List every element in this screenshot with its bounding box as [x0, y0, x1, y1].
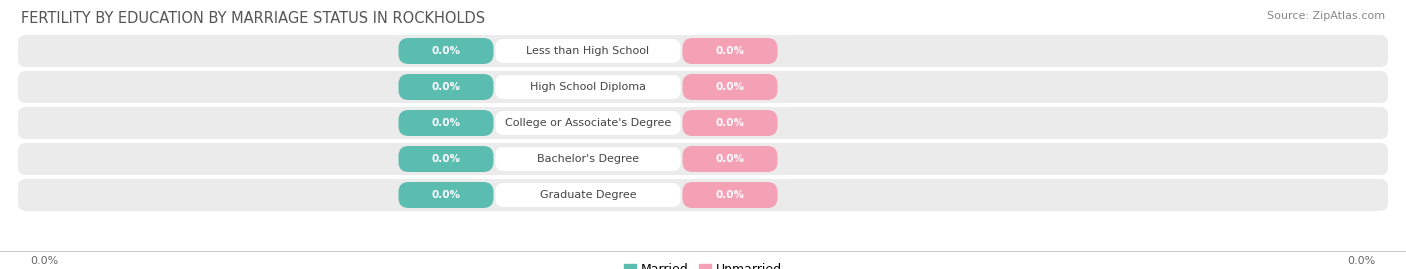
FancyBboxPatch shape: [18, 35, 1388, 67]
Text: Less than High School: Less than High School: [526, 46, 650, 56]
Text: Source: ZipAtlas.com: Source: ZipAtlas.com: [1267, 11, 1385, 21]
FancyBboxPatch shape: [682, 110, 778, 136]
FancyBboxPatch shape: [682, 182, 778, 208]
Text: 0.0%: 0.0%: [432, 46, 461, 56]
Text: 0.0%: 0.0%: [716, 190, 745, 200]
Text: Bachelor's Degree: Bachelor's Degree: [537, 154, 640, 164]
FancyBboxPatch shape: [18, 71, 1388, 103]
FancyBboxPatch shape: [18, 107, 1388, 139]
Text: 0.0%: 0.0%: [432, 154, 461, 164]
FancyBboxPatch shape: [398, 38, 494, 64]
FancyBboxPatch shape: [18, 179, 1388, 211]
Text: Graduate Degree: Graduate Degree: [540, 190, 637, 200]
Text: 0.0%: 0.0%: [1348, 256, 1376, 266]
Text: 0.0%: 0.0%: [30, 256, 58, 266]
Text: 0.0%: 0.0%: [716, 46, 745, 56]
Text: 0.0%: 0.0%: [716, 118, 745, 128]
FancyBboxPatch shape: [18, 143, 1388, 175]
FancyBboxPatch shape: [682, 146, 778, 172]
Text: College or Associate's Degree: College or Associate's Degree: [505, 118, 671, 128]
FancyBboxPatch shape: [495, 75, 681, 99]
FancyBboxPatch shape: [398, 110, 494, 136]
Text: 0.0%: 0.0%: [432, 118, 461, 128]
FancyBboxPatch shape: [495, 111, 681, 135]
FancyBboxPatch shape: [398, 146, 494, 172]
FancyBboxPatch shape: [398, 74, 494, 100]
Text: 0.0%: 0.0%: [716, 82, 745, 92]
FancyBboxPatch shape: [682, 74, 778, 100]
FancyBboxPatch shape: [495, 39, 681, 63]
FancyBboxPatch shape: [495, 183, 681, 207]
FancyBboxPatch shape: [398, 182, 494, 208]
Text: 0.0%: 0.0%: [432, 82, 461, 92]
Text: 0.0%: 0.0%: [716, 154, 745, 164]
Text: High School Diploma: High School Diploma: [530, 82, 645, 92]
Legend: Married, Unmarried: Married, Unmarried: [624, 263, 782, 269]
FancyBboxPatch shape: [682, 38, 778, 64]
Text: 0.0%: 0.0%: [432, 190, 461, 200]
Text: FERTILITY BY EDUCATION BY MARRIAGE STATUS IN ROCKHOLDS: FERTILITY BY EDUCATION BY MARRIAGE STATU…: [21, 11, 485, 26]
FancyBboxPatch shape: [495, 147, 681, 171]
